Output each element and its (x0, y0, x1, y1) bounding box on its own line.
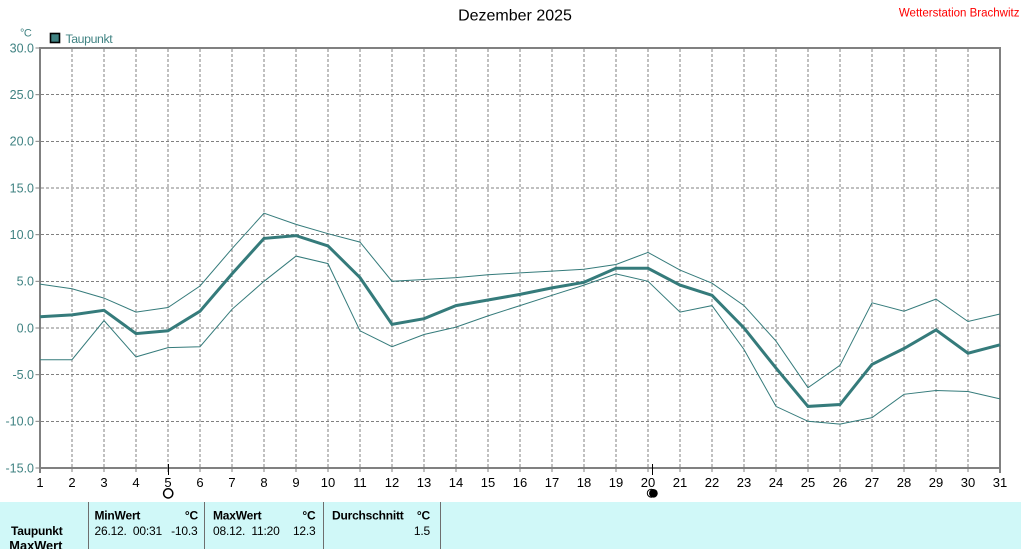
svg-text:23: 23 (737, 475, 751, 490)
svg-text:30.0: 30.0 (10, 41, 34, 55)
svg-text:Dezember 2025: Dezember 2025 (458, 8, 572, 25)
svg-text:MinWert: MinWert (95, 509, 141, 523)
svg-text:MaxWert: MaxWert (9, 538, 63, 549)
svg-text:°C: °C (20, 28, 32, 40)
svg-text:1: 1 (36, 475, 43, 490)
svg-text:7: 7 (228, 475, 235, 490)
svg-text:Taupunkt: Taupunkt (66, 32, 114, 46)
svg-text:20.0: 20.0 (10, 135, 34, 149)
svg-text:19: 19 (609, 475, 623, 490)
svg-text:MaxWert: MaxWert (213, 509, 262, 523)
svg-text:13: 13 (417, 475, 431, 490)
svg-text:Wetterstation Brachwitz: Wetterstation Brachwitz (899, 8, 1020, 20)
svg-text:12: 12 (385, 475, 399, 490)
svg-text:5.0: 5.0 (17, 275, 34, 289)
svg-text:-5.0: -5.0 (12, 368, 34, 382)
svg-text:08.12. 11:20: 08.12. 11:20 (213, 524, 280, 538)
svg-text:8: 8 (260, 475, 267, 490)
svg-text:11: 11 (353, 475, 367, 490)
svg-text:Durchschnitt: Durchschnitt (332, 509, 404, 523)
svg-text:26.12. 00:31: 26.12. 00:31 (95, 524, 163, 538)
svg-text:14: 14 (449, 475, 463, 490)
svg-text:6: 6 (196, 475, 203, 490)
svg-text:30: 30 (961, 475, 975, 490)
svg-text:21: 21 (673, 475, 687, 490)
svg-text:10: 10 (321, 475, 335, 490)
svg-text:-10.0: -10.0 (6, 415, 35, 429)
svg-text:3: 3 (100, 475, 107, 490)
svg-text:29: 29 (929, 475, 943, 490)
svg-text:-15.0: -15.0 (6, 461, 35, 475)
svg-text:°C: °C (302, 509, 316, 523)
svg-text:-10.3: -10.3 (171, 524, 198, 538)
svg-text:12.3: 12.3 (293, 524, 316, 538)
svg-text:°C: °C (185, 509, 199, 523)
svg-text:15: 15 (481, 475, 495, 490)
svg-text:16: 16 (513, 475, 527, 490)
svg-text:Taupunkt: Taupunkt (11, 524, 63, 538)
svg-text:10.0: 10.0 (10, 228, 34, 242)
svg-text:15.0: 15.0 (10, 181, 34, 195)
svg-text:25: 25 (801, 475, 815, 490)
svg-text:0.0: 0.0 (17, 321, 34, 335)
svg-text:4: 4 (132, 475, 139, 490)
svg-text:31: 31 (993, 475, 1007, 490)
svg-text:°C: °C (417, 509, 431, 523)
svg-text:1.5: 1.5 (414, 524, 431, 538)
svg-text:2: 2 (68, 475, 75, 490)
svg-text:24: 24 (769, 475, 783, 490)
svg-text:22: 22 (705, 475, 719, 490)
svg-text:27: 27 (865, 475, 879, 490)
svg-text:18: 18 (577, 475, 591, 490)
svg-text:9: 9 (292, 475, 299, 490)
svg-text:28: 28 (897, 475, 911, 490)
svg-text:17: 17 (545, 475, 559, 490)
svg-text:20: 20 (641, 475, 655, 490)
svg-text:26: 26 (833, 475, 847, 490)
svg-text:25.0: 25.0 (10, 88, 34, 102)
svg-text:5: 5 (164, 475, 171, 490)
